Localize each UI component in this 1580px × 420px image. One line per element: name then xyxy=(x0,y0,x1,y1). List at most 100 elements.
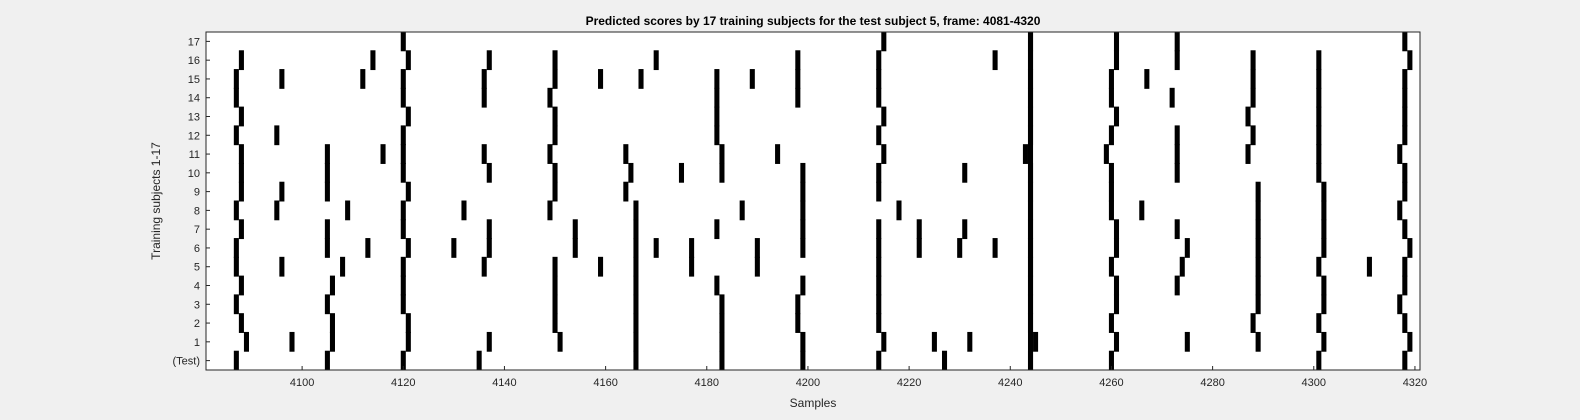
score-mark xyxy=(957,238,963,258)
score-mark xyxy=(1255,256,1261,277)
score-mark xyxy=(243,331,249,352)
score-mark xyxy=(552,256,558,277)
score-mark xyxy=(1108,87,1114,108)
score-mark xyxy=(572,238,578,258)
score-mark xyxy=(1316,162,1322,183)
score-mark xyxy=(800,219,806,240)
y-tick-label: 6 xyxy=(194,243,200,255)
score-mark xyxy=(274,200,280,221)
score-mark xyxy=(1027,31,1034,52)
score-mark xyxy=(1139,200,1145,221)
score-mark xyxy=(238,181,244,202)
score-mark xyxy=(1316,125,1322,146)
score-mark xyxy=(1366,256,1372,277)
score-mark xyxy=(1103,144,1109,164)
score-mark xyxy=(279,69,285,89)
y-tick-label: (Test) xyxy=(173,356,201,368)
score-mark xyxy=(1027,87,1034,108)
score-mark xyxy=(1316,256,1322,277)
x-tick-labels: 4100 4120 4140 4160 4180 4200 4220 4240 4260 4280… xyxy=(290,366,1427,389)
score-mark xyxy=(633,350,639,371)
score-mark xyxy=(324,219,330,240)
score-mark xyxy=(1321,238,1327,258)
score-mark xyxy=(1402,162,1408,183)
score-mark xyxy=(719,313,725,333)
score-mark xyxy=(876,162,882,183)
score-mark xyxy=(400,219,406,240)
x-tick-label: 4300 xyxy=(1302,377,1326,389)
score-mark xyxy=(1255,275,1261,296)
score-mark xyxy=(876,181,882,202)
score-mark xyxy=(795,294,801,315)
score-mark xyxy=(238,106,244,127)
score-mark xyxy=(451,238,457,258)
score-mark xyxy=(1255,200,1261,221)
score-mark xyxy=(238,144,244,164)
score-mark xyxy=(552,181,558,202)
score-mark xyxy=(598,256,604,277)
score-mark xyxy=(633,219,639,240)
score-mark xyxy=(1027,313,1034,333)
score-mark xyxy=(1316,69,1322,89)
score-mark xyxy=(876,125,882,146)
score-mark xyxy=(1174,219,1180,240)
y-tick-label: 3 xyxy=(194,299,200,311)
score-mark xyxy=(633,200,639,221)
score-mark xyxy=(1255,238,1261,258)
score-mark xyxy=(1113,275,1120,296)
y-tick-label: 7 xyxy=(194,224,200,236)
score-mark xyxy=(400,256,406,277)
score-mark xyxy=(633,313,639,333)
score-mark xyxy=(714,69,720,89)
x-tick-label: 4260 xyxy=(1099,377,1123,389)
score-mark xyxy=(1402,87,1408,108)
score-mark xyxy=(800,350,806,371)
score-mark xyxy=(1402,31,1408,52)
score-mark xyxy=(881,331,887,352)
score-mark xyxy=(1402,313,1408,333)
score-mark xyxy=(1144,69,1150,89)
score-mark xyxy=(714,106,720,127)
score-mark xyxy=(653,238,659,258)
score-mark xyxy=(1027,69,1034,89)
score-mark xyxy=(547,200,553,221)
score-mark xyxy=(324,350,330,371)
score-mark xyxy=(329,275,335,296)
y-tick-label: 4 xyxy=(194,281,200,293)
score-mark xyxy=(557,331,563,352)
y-tick-label: 16 xyxy=(188,55,200,67)
y-tick-label: 13 xyxy=(188,112,200,124)
score-mark xyxy=(1027,162,1034,183)
score-mark xyxy=(800,181,806,202)
score-mark xyxy=(340,256,346,277)
score-mark xyxy=(1321,294,1327,315)
score-mark xyxy=(1108,181,1114,202)
score-mark xyxy=(486,50,492,71)
score-mark xyxy=(1407,331,1413,352)
score-mark xyxy=(324,162,330,183)
y-tick-label: 8 xyxy=(194,205,200,217)
score-mark xyxy=(1027,181,1034,202)
score-mark xyxy=(1108,69,1114,89)
score-mark xyxy=(233,200,239,221)
score-mark xyxy=(598,69,604,89)
score-mark xyxy=(405,181,411,202)
score-mark xyxy=(931,331,937,352)
score-mark xyxy=(1397,294,1403,315)
score-mark xyxy=(1250,125,1256,146)
score-mark xyxy=(400,275,406,296)
score-mark xyxy=(962,219,968,240)
score-mark xyxy=(552,162,558,183)
score-mark xyxy=(1108,162,1114,183)
score-mark xyxy=(289,331,295,352)
score-mark xyxy=(714,219,720,240)
y-tick-label: 14 xyxy=(188,93,200,105)
score-mark xyxy=(1027,256,1034,277)
score-mark xyxy=(400,350,406,371)
y-axis-label: Training subjects 1-17 xyxy=(149,142,163,260)
score-mark xyxy=(714,125,720,146)
score-mark xyxy=(775,144,781,164)
score-mark xyxy=(1397,200,1403,221)
score-mark xyxy=(876,219,882,240)
score-mark xyxy=(1174,144,1180,164)
